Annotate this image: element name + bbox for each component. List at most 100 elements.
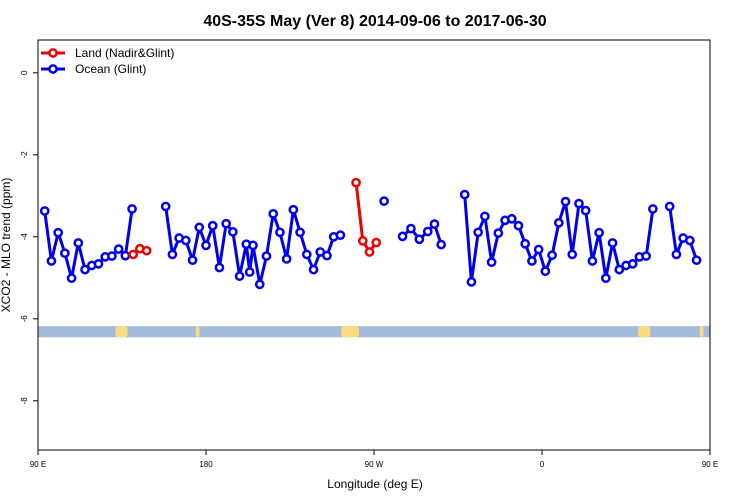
data-point-ocean [540, 266, 551, 277]
data-point-ocean [414, 234, 425, 245]
legend-label-land: Land (Nadir&Glint) [75, 46, 174, 60]
data-point-ocean [614, 264, 625, 275]
data-point-ocean [180, 235, 191, 246]
data-point-ocean [73, 238, 84, 248]
data-point-ocean [254, 279, 265, 290]
legend-marker-land [48, 48, 58, 58]
data-point-ocean [520, 238, 531, 249]
data-point-ocean [281, 254, 292, 264]
data-point-ocean [580, 205, 591, 216]
data-point-ocean [268, 208, 279, 219]
land-patch [115, 326, 128, 338]
data-point-ocean [567, 249, 578, 260]
data-point-ocean [436, 239, 447, 250]
x-tick-label: 0 [540, 460, 545, 469]
data-point-ocean [600, 273, 611, 284]
data-point-land [371, 237, 382, 248]
data-point-land [357, 236, 368, 246]
data-point-ocean [691, 255, 702, 266]
series-ocean [39, 189, 702, 290]
data-point-ocean [648, 204, 658, 214]
data-point-ocean [422, 226, 433, 237]
data-point-ocean [397, 231, 408, 242]
legend: Land (Nadir&Glint) Ocean (Glint) [41, 46, 174, 76]
data-point-ocean [160, 201, 171, 212]
chart-title: 40S-35S May (Ver 8) 2014-09-06 to 2017-0… [203, 13, 546, 30]
data-point-ocean [46, 256, 57, 266]
data-point-land [351, 177, 361, 188]
data-point-ocean [506, 213, 517, 224]
x-tick-label: 90 E [702, 460, 718, 469]
series-line-land [354, 182, 378, 254]
data-point-ocean [107, 251, 117, 261]
data-point-ocean [93, 259, 104, 269]
data-point-ocean [322, 250, 332, 261]
data-point-land [128, 249, 139, 260]
x-tick-label: 180 [199, 460, 213, 469]
series-land [128, 177, 382, 260]
legend-marker-ocean [48, 64, 58, 74]
data-point-ocean [574, 198, 584, 209]
data-point-ocean [221, 218, 232, 229]
land-patch [195, 326, 200, 338]
data-point-ocean [248, 240, 258, 251]
data-point-ocean [429, 219, 440, 229]
data-point-ocean [641, 251, 652, 261]
data-point-ocean [607, 238, 618, 248]
data-point-ocean [594, 227, 604, 238]
data-point-ocean [234, 271, 245, 282]
data-point-ocean [214, 262, 225, 273]
data-point-ocean [295, 227, 305, 238]
land-patch [699, 326, 704, 338]
data-point-ocean [228, 227, 238, 237]
data-point-ocean [60, 248, 70, 259]
data-point-ocean [120, 250, 131, 261]
y-tick-label: -6 [20, 315, 29, 323]
y-axis-label: XCO2 - MLO trend (ppm) [0, 178, 13, 313]
data-point-ocean [335, 230, 346, 241]
y-tick-label: 0 [20, 70, 29, 75]
data-point-land [141, 245, 152, 256]
data-point-ocean [480, 211, 490, 222]
data-point-ocean [587, 256, 598, 266]
x-axis-label: Longitude (deg E) [327, 477, 422, 491]
series-line-ocean [164, 206, 341, 286]
data-point-ocean [459, 189, 470, 200]
land-patch [638, 326, 651, 338]
data-point-ocean [406, 223, 416, 234]
data-point-ocean [261, 251, 272, 261]
data-point-ocean [275, 227, 285, 238]
y-tick-label: -4 [20, 233, 29, 241]
data-point-ocean [684, 235, 695, 246]
data-point-ocean [113, 244, 124, 254]
data-point-ocean [127, 204, 137, 214]
data-point-ocean [194, 222, 205, 233]
x-tick-label: 90 E [30, 460, 46, 469]
data-point-ocean [301, 249, 312, 260]
data-point-ocean [244, 267, 255, 277]
data-point-ocean [664, 201, 675, 212]
data-point-ocean [466, 277, 477, 287]
data-point-ocean [527, 256, 537, 266]
plot-area: 90 E 180 90 W 0 90 E 0 -2 -4 -6 -8 [20, 39, 718, 469]
data-point-ocean [66, 273, 77, 284]
y-tick-label: -8 [20, 397, 29, 405]
legend-label-ocean: Ocean (Glint) [75, 62, 146, 76]
data-point-ocean [486, 257, 497, 268]
data-point-ocean [473, 227, 484, 238]
data-point-ocean [547, 250, 557, 261]
land-patch [341, 326, 360, 338]
data-point-ocean [53, 227, 64, 238]
data-point-ocean [513, 220, 524, 231]
data-point-ocean [627, 259, 638, 269]
data-point-ocean [288, 204, 299, 215]
data-point-ocean [379, 196, 389, 206]
data-point-ocean [207, 220, 218, 231]
surface-band [38, 326, 710, 338]
data-point-land [364, 247, 375, 257]
data-point-ocean [201, 240, 211, 251]
y-tick-label: -2 [20, 151, 29, 159]
data-point-ocean [671, 249, 682, 260]
data-point-ocean [39, 206, 50, 216]
